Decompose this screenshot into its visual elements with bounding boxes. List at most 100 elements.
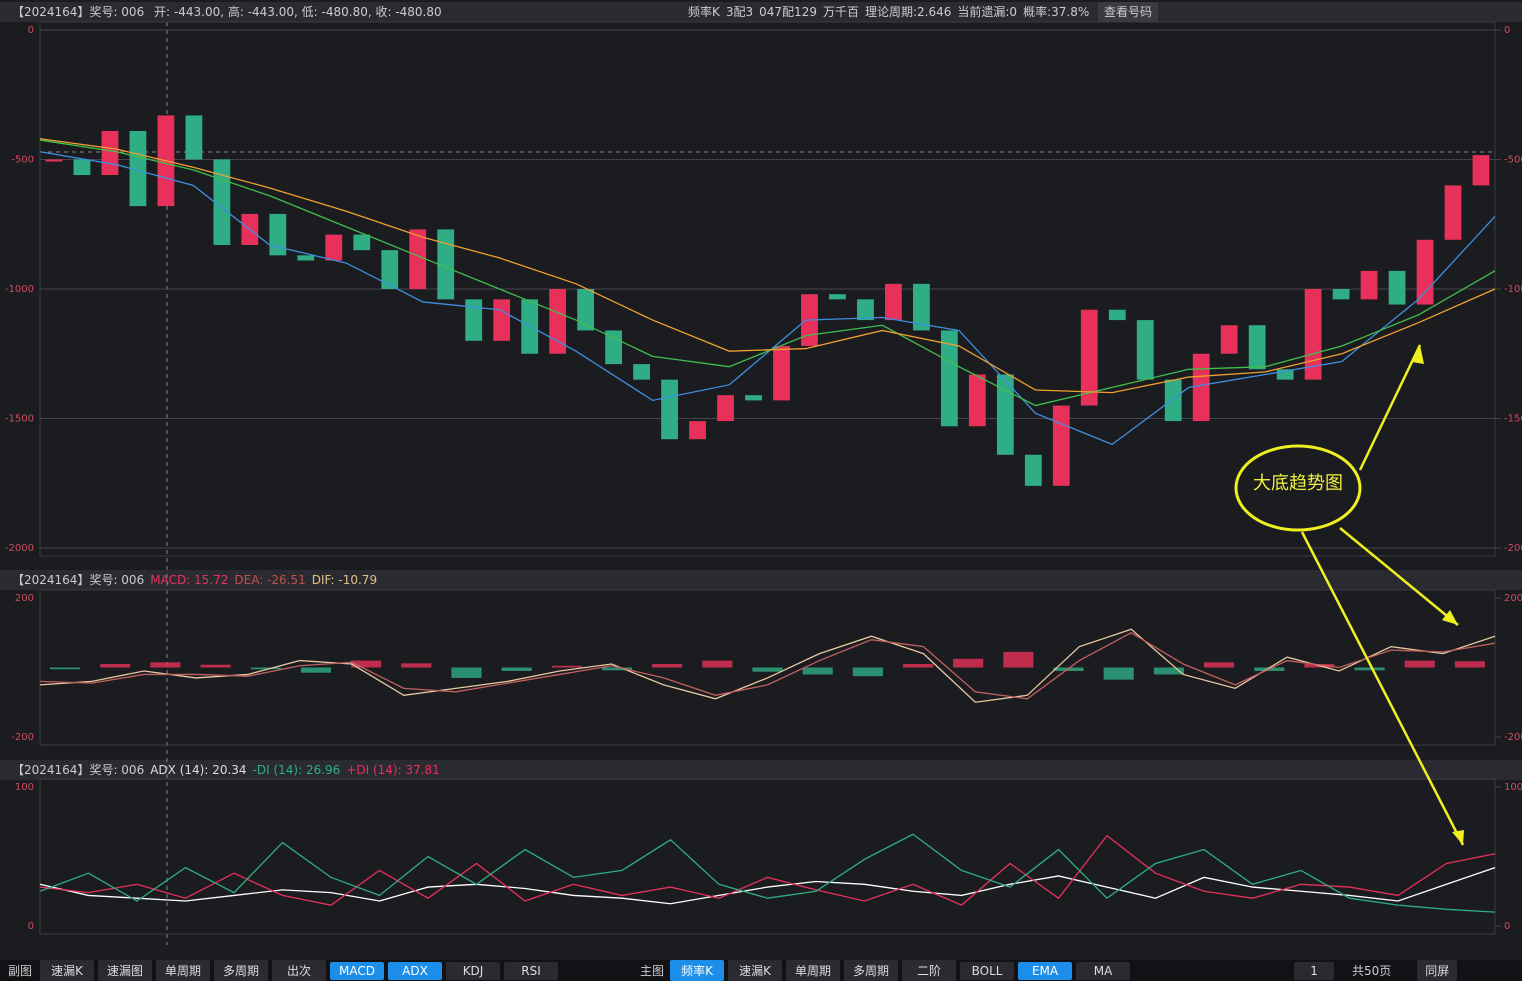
candle: [1080, 309, 1098, 406]
macd-bar: [953, 658, 984, 668]
adx-header: 【2024164】奖号: 006 ADX (14): 20.34 -DI (14):…: [0, 760, 1522, 780]
candle: [1108, 309, 1126, 321]
candle: [605, 330, 622, 365]
candle: [465, 299, 483, 341]
toolbar-button[interactable]: BOLL: [960, 961, 1015, 980]
macd-bar: [1404, 660, 1435, 668]
toolbar-title: 副图: [8, 964, 33, 978]
candle: [325, 234, 343, 261]
ohlc: 开: -443.00, 高: -443.00, 低: -480.80, 收: -…: [154, 5, 442, 19]
toolbar-button[interactable]: MA: [1076, 961, 1131, 980]
indicator-line: [39, 151, 1496, 446]
ellipse: [1234, 444, 1362, 532]
arrow-heads: [1412, 345, 1464, 845]
macd-bar: [802, 667, 833, 675]
toolbar-button[interactable]: MACD: [330, 961, 385, 980]
indicator-line: [39, 632, 1496, 700]
candle: [1248, 325, 1266, 370]
candle: [1136, 320, 1154, 380]
page-total: 共50页: [1352, 964, 1392, 978]
candle: [73, 159, 91, 176]
stat: 万千百: [822, 5, 859, 19]
candle: [101, 131, 119, 176]
candle: [1276, 369, 1294, 380]
toolbar-button[interactable]: 频率K: [670, 960, 725, 981]
annotation-text: 大底趋势图: [1253, 473, 1343, 494]
candle: [1052, 405, 1070, 486]
candle: [437, 229, 455, 300]
y-tick-label-right: 200: [1504, 593, 1522, 604]
toolbar-button[interactable]: 多周期: [844, 960, 899, 981]
candle: [745, 395, 762, 401]
plot-frame: [39, 778, 1496, 935]
toolbar-button[interactable]: 单周期: [786, 960, 841, 981]
indicator-label: DEA: -26.51: [234, 573, 306, 587]
candle: [577, 289, 595, 331]
y-tick-label-right: -1000: [1504, 284, 1522, 295]
candle: [717, 395, 734, 422]
page-select[interactable]: 1: [1294, 961, 1335, 980]
macd-bar: [401, 663, 432, 668]
macd-bar: [551, 665, 582, 668]
toolbar-button[interactable]: 二阶: [902, 960, 957, 981]
candle: [1304, 289, 1322, 380]
macd-bar: [150, 662, 181, 668]
y-tick-label: -500: [11, 155, 34, 166]
toolbar-button[interactable]: 出次: [272, 960, 327, 981]
macd-bar: [752, 667, 783, 672]
info: 【2024164】奖号: 006: [12, 763, 145, 777]
macd-bar: [1454, 661, 1485, 668]
plot-frame: [39, 589, 1496, 746]
toolbar-button[interactable]: 速漏K: [728, 960, 783, 981]
info: 【2024164】奖号: 006: [12, 573, 145, 587]
toolbar-button[interactable]: RSI: [504, 961, 559, 980]
macd-bar: [1354, 667, 1385, 671]
indicator-line: [39, 867, 1496, 905]
candle: [1360, 270, 1378, 300]
indicator-line: [39, 138, 1496, 394]
view-button[interactable]: 查看号码: [1098, 2, 1159, 22]
candle: [409, 229, 427, 289]
candle: [913, 283, 930, 331]
candle: [857, 299, 874, 321]
toolbar-button[interactable]: 单周期: [156, 960, 211, 981]
y-tick-label: -1500: [5, 414, 34, 425]
info: 【2024164】奖号: 006: [12, 5, 145, 19]
macd-bar: [1003, 651, 1034, 668]
y-tick-label: -2000: [5, 543, 34, 554]
stat: 理论周期:2.646: [864, 5, 952, 19]
candle: [381, 250, 399, 289]
candle: [1388, 270, 1406, 305]
candle: [661, 379, 678, 440]
candle: [1416, 239, 1434, 305]
macd-bar: [501, 667, 532, 671]
stats: 频率K 3配3 047配129 万千百 理论周期:2.646 当前遗漏:0 概率:37.8%: [688, 2, 1095, 22]
toolbar-button[interactable]: ADX: [388, 961, 443, 980]
macd-bar: [300, 667, 331, 673]
macd-bar: [250, 667, 281, 670]
candle: [129, 131, 147, 207]
toolbar-button[interactable]: 速漏K: [40, 960, 95, 981]
indicator-line: [39, 628, 1496, 703]
candle: [297, 255, 315, 261]
y-tick-label: 200: [15, 593, 34, 604]
candle: [185, 115, 203, 160]
macd-bar: [1103, 667, 1134, 680]
macd-bar: [1153, 667, 1184, 675]
indicator-label: DIF: -10.79: [311, 573, 378, 587]
toolbar-title: 主图: [640, 964, 665, 978]
candle: [1472, 155, 1490, 186]
macd-bar: [852, 667, 883, 677]
candle: [885, 283, 902, 321]
arrows: [1300, 344, 1465, 846]
macd-bar: [451, 667, 482, 678]
candle: [493, 299, 511, 341]
toolbar-button[interactable]: KDJ: [446, 961, 501, 980]
candle: [269, 213, 287, 256]
same-screen[interactable]: 同屏: [1417, 960, 1458, 981]
toolbar-button[interactable]: EMA: [1018, 961, 1073, 980]
macd-bar: [601, 667, 633, 671]
toolbar-button[interactable]: 多周期: [214, 960, 269, 981]
toolbar-button[interactable]: 速漏图: [98, 960, 153, 981]
macd-bar: [902, 664, 934, 668]
